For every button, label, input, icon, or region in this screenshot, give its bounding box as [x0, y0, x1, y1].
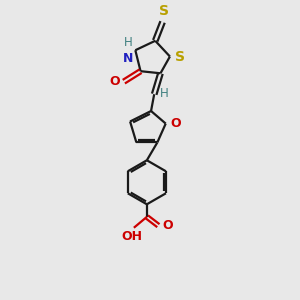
Text: O: O	[170, 117, 181, 130]
Text: H: H	[159, 87, 168, 100]
Text: N: N	[123, 52, 134, 65]
Text: O: O	[110, 75, 120, 88]
Text: S: S	[159, 4, 169, 18]
Text: S: S	[175, 50, 184, 64]
Text: H: H	[124, 36, 133, 49]
Text: O: O	[163, 219, 173, 232]
Text: OH: OH	[121, 230, 142, 243]
